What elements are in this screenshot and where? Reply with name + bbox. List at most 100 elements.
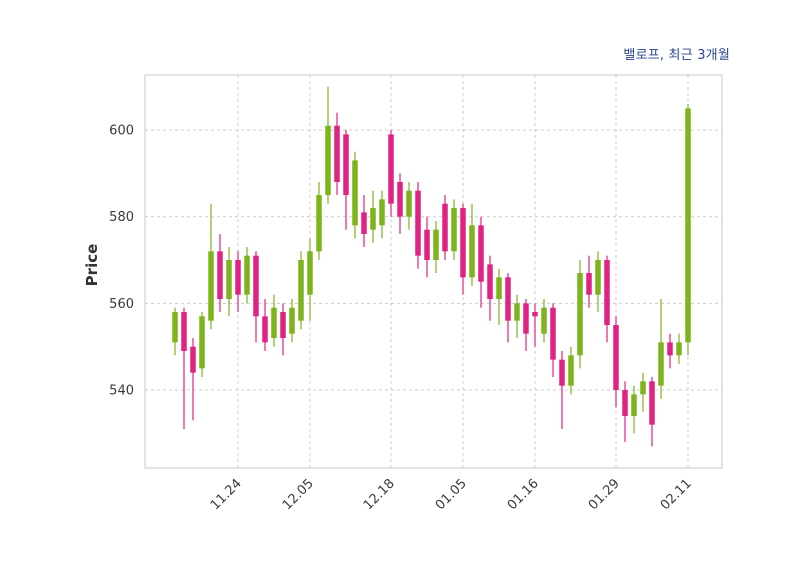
candle-body <box>208 251 214 321</box>
candle-body <box>172 312 178 343</box>
candle-down <box>253 251 259 343</box>
candle-down <box>181 307 187 430</box>
candle-body <box>415 190 421 256</box>
candle-up <box>514 294 520 339</box>
candle-down <box>559 351 565 430</box>
chart-title: 밸로프, 최근 3개월 <box>623 48 730 63</box>
candle-up <box>226 247 232 317</box>
candle-body <box>199 316 205 369</box>
candle-up <box>208 203 214 330</box>
candle-body <box>271 307 277 339</box>
candles <box>172 86 691 447</box>
candle-body <box>388 134 394 204</box>
candle-body <box>424 229 430 261</box>
candle-down <box>478 216 484 308</box>
candle-up <box>244 247 250 304</box>
candle-down <box>487 255 493 321</box>
candle-up <box>595 251 601 313</box>
candle-down <box>217 234 223 313</box>
candle-body <box>307 251 313 295</box>
candle-body <box>622 390 628 417</box>
candle-up <box>451 199 457 261</box>
candle-down <box>505 273 511 343</box>
candle-down <box>649 377 655 447</box>
x-tick-label: 02.11 <box>658 476 695 513</box>
candle-body <box>469 225 475 278</box>
candle-down <box>280 303 286 356</box>
candle-body <box>523 303 529 334</box>
candle-body <box>460 208 466 278</box>
candle-down <box>532 303 538 347</box>
candle-body <box>397 182 403 217</box>
candle-body <box>658 342 664 386</box>
candle-body <box>541 307 547 334</box>
candle-body <box>667 342 673 356</box>
x-tick-label: 01.16 <box>505 476 542 513</box>
candle-body <box>226 260 232 300</box>
x-tick-label: 11.24 <box>208 476 245 513</box>
candle-body <box>586 273 592 295</box>
candle-up <box>469 203 475 287</box>
candle-body <box>298 260 304 321</box>
candle-down <box>397 173 403 235</box>
candle-body <box>550 307 556 360</box>
candle-body <box>505 277 511 321</box>
candle-body <box>676 342 682 356</box>
candle-body <box>451 208 457 252</box>
y-tick-label: 600 <box>109 124 134 139</box>
candle-body <box>316 195 322 252</box>
candle-down <box>586 255 592 308</box>
candle-body <box>604 260 610 326</box>
candle-body <box>352 160 358 226</box>
candle-body <box>649 381 655 425</box>
candle-up <box>352 151 358 239</box>
candle-down <box>667 333 673 369</box>
candle-body <box>496 277 502 300</box>
candle-up <box>199 312 205 378</box>
candle-down <box>415 182 421 269</box>
candle-body <box>487 264 493 300</box>
candle-up <box>541 299 547 343</box>
candle-down <box>613 316 619 408</box>
x-tick-label: 01.29 <box>586 476 623 513</box>
candle-down <box>460 203 466 295</box>
x-tick-labels: 11.24 12.05 12.18 01.05 01.16 01.29 02.11 <box>208 476 695 513</box>
candle-down <box>442 195 448 261</box>
x-tick-label: 01.05 <box>433 476 470 513</box>
candle-body <box>181 312 187 352</box>
candle-body <box>613 325 619 391</box>
candle-up <box>577 260 583 369</box>
candle-body <box>244 255 250 295</box>
candle-body <box>559 359 565 386</box>
y-tick-label: 580 <box>109 210 134 225</box>
candle-body <box>442 203 448 252</box>
candle-up <box>325 86 331 204</box>
candle-body <box>190 346 196 373</box>
candle-body <box>595 260 601 295</box>
candle-body <box>253 255 259 317</box>
candle-up <box>658 299 664 399</box>
candle-body <box>379 199 385 226</box>
candle-body <box>532 312 538 317</box>
candle-up <box>568 346 574 395</box>
candle-up <box>307 238 313 321</box>
candle-up <box>433 221 439 274</box>
candle-body <box>235 260 241 295</box>
candle-body <box>325 125 331 196</box>
candle-up <box>640 372 646 412</box>
candle-body <box>406 190 412 217</box>
candle-down <box>424 216 430 278</box>
x-tick-label: 12.18 <box>361 476 398 513</box>
candle-down <box>523 299 529 352</box>
candle-body <box>370 208 376 230</box>
candle-body <box>361 212 367 235</box>
candle-down <box>388 130 394 217</box>
candle-down <box>550 303 556 378</box>
candle-body <box>217 251 223 300</box>
y-tick-label: 540 <box>109 384 134 399</box>
candle-body <box>631 394 637 417</box>
x-tick-label: 12.05 <box>280 476 317 513</box>
y-tick-labels: 540 560 580 600 <box>109 124 134 399</box>
